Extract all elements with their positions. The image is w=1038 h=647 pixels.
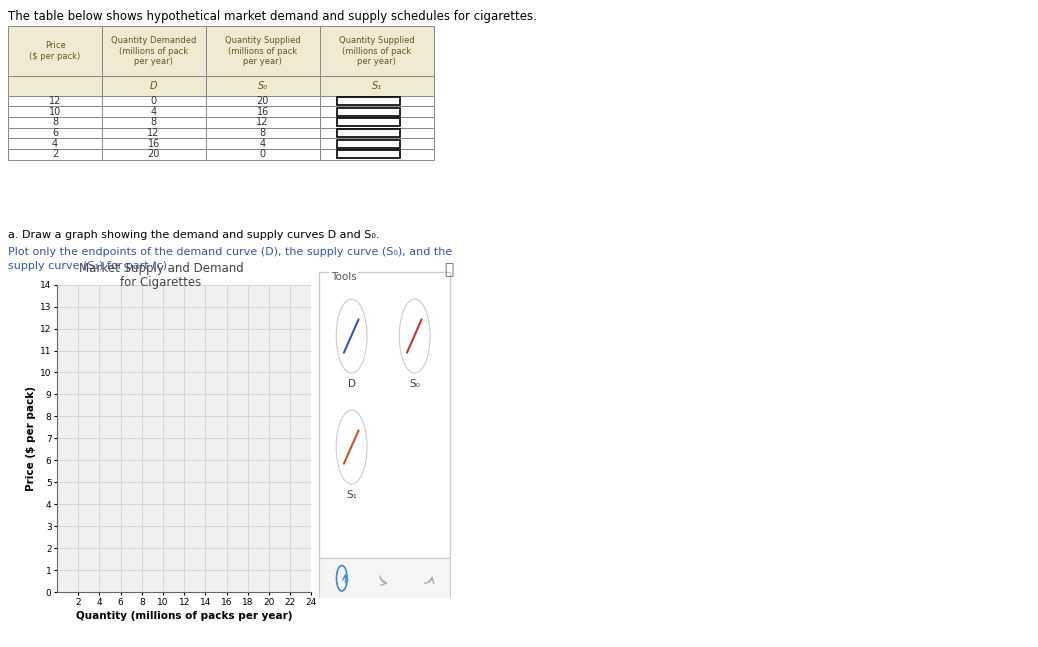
Text: Quantity Supplied
(millions of pack
per year): Quantity Supplied (millions of pack per … (225, 36, 300, 66)
Text: 10: 10 (49, 107, 61, 116)
Bar (206, 128, 320, 138)
FancyBboxPatch shape (320, 272, 449, 558)
Bar (206, 26, 320, 76)
Text: D: D (348, 379, 356, 389)
Text: a. Draw a graph showing the demand and supply curves D and S₀.: a. Draw a graph showing the demand and s… (8, 230, 380, 239)
Text: 4: 4 (260, 139, 266, 149)
Text: Market Supply and Demand: Market Supply and Demand (79, 262, 243, 275)
Bar (8, 107, 102, 117)
Bar (336, 151, 400, 159)
Bar (336, 118, 400, 126)
Bar (102, 107, 206, 117)
Text: 0: 0 (260, 149, 266, 159)
Text: Quantity Supplied
(millions of pack
per year): Quantity Supplied (millions of pack per … (339, 36, 414, 66)
Text: 0: 0 (151, 96, 157, 106)
FancyBboxPatch shape (320, 558, 449, 598)
Bar (336, 140, 400, 148)
Bar (8, 128, 102, 138)
Text: S₀: S₀ (409, 379, 420, 389)
Bar (320, 107, 434, 117)
Bar (336, 129, 400, 137)
Text: 8: 8 (151, 118, 157, 127)
Text: The table below shows hypothetical market demand and supply schedules for cigare: The table below shows hypothetical marke… (8, 10, 538, 23)
Circle shape (336, 410, 367, 484)
Bar (336, 108, 400, 116)
Bar (206, 107, 320, 117)
Y-axis label: Price ($ per pack): Price ($ per pack) (26, 386, 36, 491)
Text: 12: 12 (49, 96, 61, 106)
X-axis label: Quantity (millions of packs per year): Quantity (millions of packs per year) (76, 611, 293, 620)
Text: Price
($ per pack): Price ($ per pack) (29, 41, 81, 61)
Text: 8: 8 (260, 128, 266, 138)
Bar (8, 149, 102, 160)
Text: 4: 4 (52, 139, 58, 149)
Bar (102, 26, 206, 76)
Text: 16: 16 (147, 139, 160, 149)
Bar (320, 138, 434, 149)
Text: S₀: S₀ (257, 81, 268, 91)
Bar (8, 138, 102, 149)
Text: S₁: S₁ (372, 81, 382, 91)
Text: S₁: S₁ (347, 490, 357, 500)
Circle shape (400, 299, 430, 373)
Bar (206, 96, 320, 107)
Bar (206, 76, 320, 96)
Bar (102, 96, 206, 107)
Bar (320, 117, 434, 128)
Text: for Cigarettes: for Cigarettes (120, 276, 201, 289)
Text: Plot only the endpoints of the demand curve (D), the supply curve (S₀), and the: Plot only the endpoints of the demand cu… (8, 247, 453, 257)
Bar (8, 76, 102, 96)
Bar (320, 26, 434, 76)
Text: 6: 6 (52, 128, 58, 138)
Bar (320, 96, 434, 107)
Bar (336, 97, 400, 105)
Bar (8, 117, 102, 128)
Text: 20: 20 (256, 96, 269, 106)
Bar (320, 149, 434, 160)
Text: 4: 4 (151, 107, 157, 116)
Bar (102, 128, 206, 138)
Bar (102, 76, 206, 96)
Bar (102, 149, 206, 160)
Bar (8, 96, 102, 107)
Text: supply curve (S₁) for part (c).: supply curve (S₁) for part (c). (8, 261, 171, 270)
Text: Tools: Tools (330, 272, 356, 282)
Bar (102, 138, 206, 149)
Text: 12: 12 (256, 118, 269, 127)
Text: 2: 2 (52, 149, 58, 159)
Bar (206, 149, 320, 160)
Circle shape (336, 299, 367, 373)
Bar (8, 26, 102, 76)
Text: 8: 8 (52, 118, 58, 127)
Text: Quantity Demanded
(millions of pack
per year): Quantity Demanded (millions of pack per … (111, 36, 196, 66)
Text: D: D (149, 81, 158, 91)
Bar (206, 138, 320, 149)
Bar (320, 128, 434, 138)
Bar (206, 117, 320, 128)
Text: 20: 20 (147, 149, 160, 159)
Text: 16: 16 (256, 107, 269, 116)
Text: ⓘ: ⓘ (444, 262, 454, 277)
Text: 12: 12 (147, 128, 160, 138)
Bar (102, 117, 206, 128)
Bar (320, 76, 434, 96)
